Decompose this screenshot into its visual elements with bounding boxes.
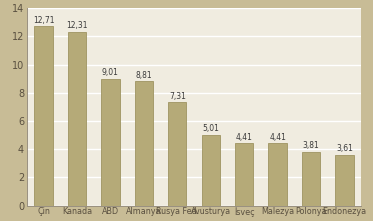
Bar [168, 103, 186, 206]
Bar [101, 78, 120, 206]
Text: 4,41: 4,41 [236, 133, 253, 142]
Bar [68, 32, 86, 206]
Bar [235, 143, 253, 206]
Bar [201, 135, 220, 206]
Text: 9,01: 9,01 [102, 68, 119, 77]
Text: 7,31: 7,31 [169, 92, 186, 101]
Text: 8,81: 8,81 [135, 71, 152, 80]
Bar [34, 26, 53, 206]
Bar [269, 143, 287, 206]
Text: 3,61: 3,61 [336, 144, 353, 153]
Bar [302, 152, 320, 206]
Text: 5,01: 5,01 [202, 124, 219, 133]
Text: 3,81: 3,81 [303, 141, 319, 150]
Text: 4,41: 4,41 [269, 133, 286, 142]
Bar [135, 81, 153, 206]
Bar [335, 155, 354, 206]
Text: 12,71: 12,71 [33, 16, 54, 25]
Text: 12,31: 12,31 [66, 21, 88, 30]
